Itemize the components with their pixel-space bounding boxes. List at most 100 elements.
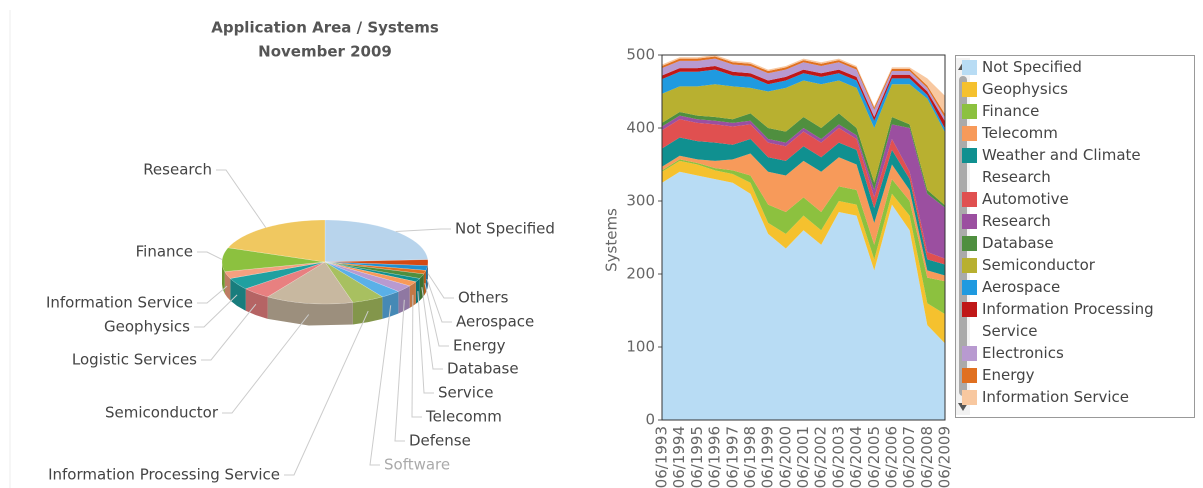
- slice-side-shade: [398, 285, 410, 314]
- legend-swatch: [962, 302, 977, 317]
- slice-label: Information Service: [46, 294, 193, 312]
- legend-item[interactable]: Telecomm: [956, 122, 1172, 144]
- legend-swatch: [962, 346, 977, 361]
- leader-line: [424, 283, 449, 347]
- pie-slice: [324, 219, 429, 263]
- slice-label: Energy: [453, 337, 506, 355]
- area-band: [662, 58, 945, 122]
- legend: Not Specified Geophysics Finance Telecomm We…: [955, 55, 1195, 418]
- y-tick-label: 400: [626, 119, 655, 137]
- x-tick-label: 06/2005: [865, 426, 883, 488]
- legend-item[interactable]: Automotive: [956, 188, 1172, 210]
- legend-swatch: [962, 236, 977, 251]
- area-band: [662, 137, 945, 276]
- legend-item[interactable]: Finance: [956, 100, 1172, 122]
- slice-side: [409, 281, 416, 308]
- x-tick-label: 06/2001: [794, 426, 812, 488]
- leader-line: [194, 294, 238, 328]
- legend-label: Research: [982, 212, 1051, 230]
- legend-label: Geophysics: [982, 80, 1068, 98]
- y-tick-label: 500: [626, 46, 655, 64]
- pie-slice: [324, 259, 429, 266]
- legend-label: Aerospace: [982, 278, 1061, 296]
- slice-side: [352, 296, 383, 325]
- legend-item[interactable]: Information Service: [956, 386, 1172, 408]
- pie-slice: [324, 261, 400, 298]
- area-band: [662, 111, 945, 208]
- slice-side: [267, 296, 353, 326]
- slice-label: Geophysics: [104, 318, 190, 336]
- x-tick-label: 06/2000: [776, 426, 794, 488]
- area-band: [662, 171, 945, 420]
- legend-item[interactable]: Research: [956, 210, 1172, 232]
- area-band: [662, 119, 945, 265]
- slice-side-shade: [352, 296, 383, 325]
- leader-line: [427, 273, 454, 299]
- x-tick-label: 06/2003: [829, 426, 847, 488]
- legend-swatch: [962, 280, 977, 295]
- x-tick-label: 06/1997: [723, 426, 741, 488]
- legend-swatch: [962, 126, 977, 141]
- pie-slice: [224, 261, 326, 279]
- y-tick-label: 200: [626, 265, 655, 283]
- y-axis-label: Systems: [603, 208, 621, 272]
- slice-side-shade: [224, 271, 231, 301]
- x-tick-label: 06/2008: [918, 426, 936, 488]
- slice-side: [224, 271, 231, 301]
- x-tick-label: 06/1994: [670, 426, 688, 488]
- leader-line: [284, 310, 369, 476]
- legend-swatch: [962, 258, 977, 273]
- slice-label: Finance: [136, 243, 193, 261]
- legend-label: Database: [982, 234, 1054, 252]
- pie-subtitle: November 2009: [258, 43, 392, 61]
- x-tick-label: 06/2002: [812, 426, 830, 488]
- slice-label: Aerospace: [456, 313, 534, 331]
- scroll-down[interactable]: [958, 403, 968, 411]
- slice-label: Software: [384, 456, 450, 474]
- legend-item[interactable]: Energy: [956, 364, 1172, 386]
- slice-side: [423, 270, 426, 296]
- x-tick-label: 06/1999: [759, 426, 777, 488]
- leader-line: [369, 305, 392, 466]
- slice-side-shade: [382, 291, 399, 319]
- legend-item[interactable]: Not Specified: [956, 56, 1172, 78]
- slice-side: [222, 262, 225, 294]
- x-tick-label: 06/1996: [706, 426, 724, 488]
- legend-item[interactable]: Database: [956, 232, 1172, 254]
- x-tick-label: 06/1995: [688, 426, 706, 488]
- legend-item[interactable]: Information Processing Service: [956, 298, 1172, 342]
- legend-item[interactable]: Semiconductor: [956, 254, 1172, 276]
- slice-label: Logistic Services: [72, 351, 197, 369]
- slice-side: [245, 288, 268, 319]
- legend-label: Finance: [982, 102, 1040, 120]
- leader-line: [222, 314, 310, 414]
- slice-label: Research: [143, 161, 212, 179]
- legend-item[interactable]: Aerospace: [956, 276, 1172, 298]
- legend-item[interactable]: Electronics: [956, 342, 1172, 364]
- legend-label: Weather and Climate Research: [982, 146, 1141, 186]
- leader-line: [395, 228, 451, 232]
- y-tick-label: 0: [645, 411, 655, 429]
- legend-swatch: [962, 368, 977, 383]
- leader-line: [201, 303, 257, 361]
- slice-side-shade: [267, 296, 353, 326]
- legend-swatch: [962, 60, 977, 75]
- legend-item[interactable]: Weather and Climate Research: [956, 144, 1172, 188]
- legend-item[interactable]: Geophysics: [956, 78, 1172, 100]
- slice-side: [382, 291, 399, 319]
- slice-side-shade: [230, 278, 246, 311]
- legend-swatch: [962, 148, 977, 163]
- plot-frame: [661, 54, 946, 421]
- slice-label: Telecomm: [425, 408, 502, 426]
- leader-line: [197, 285, 228, 304]
- pie-slice: [266, 261, 354, 305]
- leader-line: [394, 299, 405, 442]
- pie-slice: [229, 261, 326, 290]
- slice-label: Defense: [409, 432, 471, 450]
- leader-line: [216, 169, 267, 228]
- slice-side: [425, 265, 428, 293]
- slice-side-shade: [409, 281, 416, 308]
- slice-side: [398, 285, 410, 314]
